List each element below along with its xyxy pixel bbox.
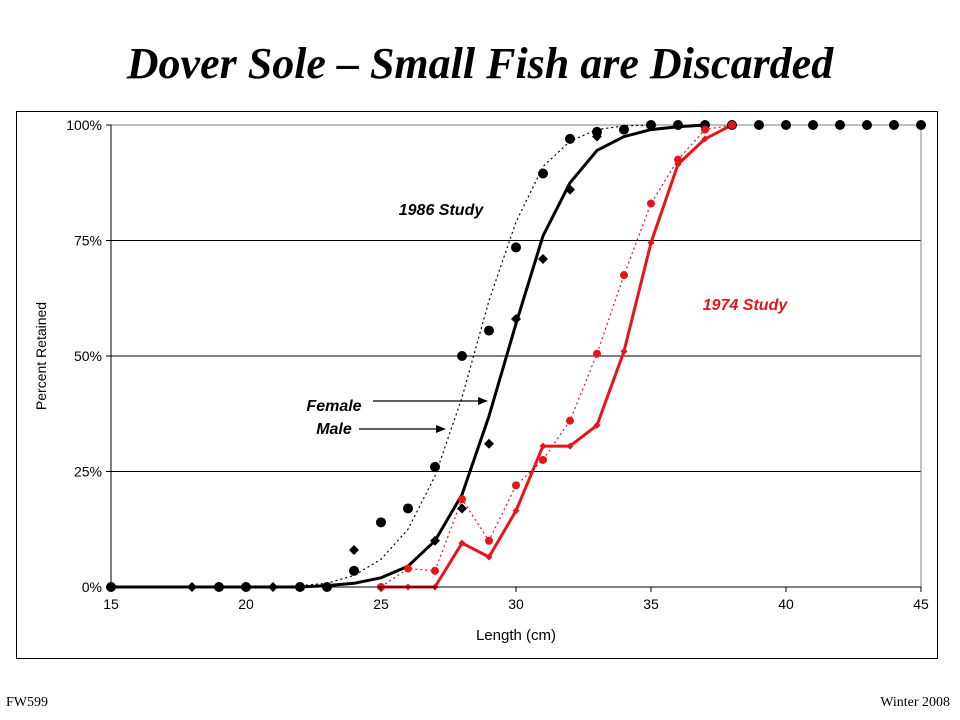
footer-term: Winter 2008 <box>880 695 950 710</box>
curve-1974-male <box>381 123 733 589</box>
marker-1974-female <box>512 481 520 490</box>
x-tick-label: 25 <box>373 596 389 612</box>
curve-1986-male <box>111 123 706 589</box>
marker-1974-male <box>539 442 547 450</box>
marker-1974-female <box>674 155 682 164</box>
marker-1986-male <box>538 253 548 264</box>
marker-1974-male <box>485 553 493 561</box>
chart-frame: 0% 25% 50% 75% 100% 15 20 25 30 35 40 45 Length (cm… <box>16 111 938 659</box>
x-tick-label: 45 <box>913 596 929 612</box>
marker-1974-male <box>620 347 628 355</box>
marker-1986-female <box>484 325 494 336</box>
marker-1974-female <box>566 416 574 425</box>
marker-1986-male <box>349 545 359 556</box>
marker-1974-female <box>620 271 628 280</box>
axis-ticks: 0% 25% 50% 75% 100% 15 20 25 30 35 40 45 <box>66 117 929 612</box>
arrow-male <box>359 425 446 433</box>
marker-1986-male <box>484 438 494 449</box>
marker-1974-male <box>593 421 601 429</box>
x-axis-title: Length (cm) <box>476 627 556 644</box>
marker-1986-female <box>349 565 359 576</box>
x-tick-label: 20 <box>238 596 254 612</box>
marker-1974-female <box>404 564 412 573</box>
annotation-1974-study: 1974 Study <box>703 297 789 314</box>
marker-1986-female <box>619 124 629 135</box>
x-tick-label: 30 <box>508 596 524 612</box>
marker-1986-female <box>511 242 521 253</box>
marker-1986-female <box>538 168 548 179</box>
x-tick-label: 15 <box>103 596 119 612</box>
marker-1986-female <box>808 120 818 130</box>
footer-course-code: FW599 <box>6 695 48 710</box>
marker-1974-male <box>647 239 655 247</box>
y-tick-label: 75% <box>74 233 102 249</box>
marker-1974-male <box>512 507 520 515</box>
y-tick-label: 0% <box>82 579 102 595</box>
marker-1986-male <box>511 314 521 325</box>
marker-1974-male <box>728 121 736 129</box>
chart-svg: 0% 25% 50% 75% 100% 15 20 25 30 35 40 45 Length (cm… <box>33 117 929 644</box>
marker-1986-female <box>565 133 575 144</box>
marker-1986-female <box>754 120 764 130</box>
arrow-female <box>373 397 488 405</box>
marker-1986-male <box>592 131 602 142</box>
marker-1986-female <box>376 517 386 528</box>
slide-title: Dover Sole – Small Fish are Discarded <box>126 39 834 88</box>
marker-1974-female <box>701 125 709 134</box>
marker-1986-female <box>916 120 926 130</box>
gridlines <box>111 124 921 472</box>
marker-1986-female <box>457 351 467 361</box>
marker-1974-female <box>458 495 466 504</box>
marker-1986-female <box>889 120 899 130</box>
marker-1974-male <box>701 135 709 143</box>
x-tick-label: 40 <box>778 596 794 612</box>
marker-1974-female <box>431 566 439 575</box>
marker-1974-male <box>674 160 682 168</box>
curve-1986-female <box>111 124 652 588</box>
marker-1974-female <box>539 455 547 464</box>
marker-1974-male <box>566 442 574 450</box>
y-tick-label: 25% <box>74 464 102 480</box>
marker-1986-female <box>673 120 683 130</box>
marker-1974-female <box>593 349 601 358</box>
y-axis-title: Percent Retained <box>33 302 49 410</box>
marker-1974-female <box>485 536 493 545</box>
fitted-curves <box>111 123 733 589</box>
marker-1986-female <box>781 120 791 130</box>
annotation-1986-study: 1986 Study <box>399 202 485 219</box>
marker-1974-male <box>458 539 466 547</box>
marker-1986-male <box>430 535 440 546</box>
annotation-male: Male <box>316 421 352 438</box>
marker-1986-female <box>646 120 656 130</box>
marker-1974-female <box>647 199 655 208</box>
annotation-female: Female <box>306 398 361 415</box>
marker-1986-female <box>403 503 413 514</box>
y-tick-label: 50% <box>74 348 102 364</box>
marker-1986-female <box>835 120 845 130</box>
marker-1986-female <box>862 120 872 130</box>
marker-1986-female <box>430 461 440 472</box>
y-tick-label: 100% <box>66 117 102 133</box>
x-tick-label: 35 <box>643 596 659 612</box>
marker-1986-male <box>457 503 467 514</box>
marker-1986-male <box>565 184 575 195</box>
